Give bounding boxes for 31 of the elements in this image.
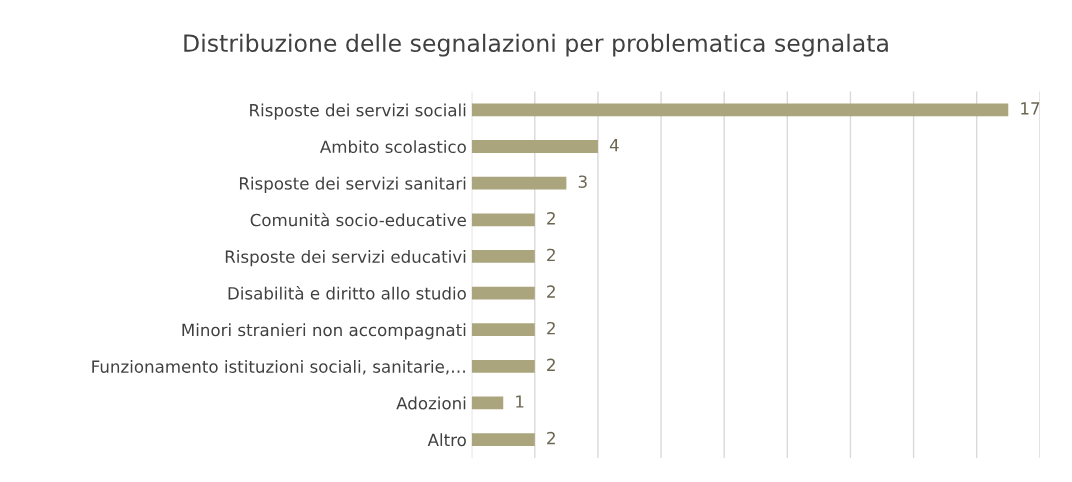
y-tick-label: Minori stranieri non accompagnati — [182, 323, 466, 340]
data-label: 3 — [578, 175, 587, 188]
bar — [471, 433, 535, 446]
bar — [471, 213, 535, 227]
bar — [471, 286, 535, 300]
data-label: 2 — [547, 248, 555, 262]
y-tick-label: Risposte dei servizi educativi — [225, 250, 466, 267]
y-tick-label: Adozioni — [396, 396, 466, 410]
y-tick-label: Funzionamento istituzioni sociali, sanitarie,… — [92, 359, 465, 375]
y-tick-label: Risposte dei servizi sanitari — [239, 176, 466, 193]
y-tick-label: Ambito scolastico — [319, 140, 466, 154]
y-tick-label: Comunità socio-educative — [250, 212, 466, 227]
y-tick-label: Risposte dei servizi sociali — [250, 103, 466, 120]
data-label: 2 — [547, 285, 555, 298]
bar — [471, 176, 567, 190]
bar — [471, 250, 535, 263]
data-label: 2 — [547, 321, 555, 335]
data-label: 2 — [547, 212, 555, 225]
bar — [471, 396, 504, 410]
chart-title: Distribuzione delle segnalazioni per problematica segnalata — [184, 33, 888, 57]
y-tick-label: Disabilità e diritto allo studio — [228, 286, 466, 300]
data-label: 17 — [1021, 102, 1040, 115]
data-label: 2 — [547, 431, 555, 445]
bar — [471, 323, 535, 337]
data-label: 4 — [609, 138, 619, 152]
data-label: 1 — [516, 395, 524, 408]
bar — [471, 140, 598, 153]
bar — [471, 103, 1009, 117]
y-tick-label: Altro — [427, 433, 466, 447]
bar — [471, 359, 535, 373]
data-label: 2 — [547, 358, 555, 371]
